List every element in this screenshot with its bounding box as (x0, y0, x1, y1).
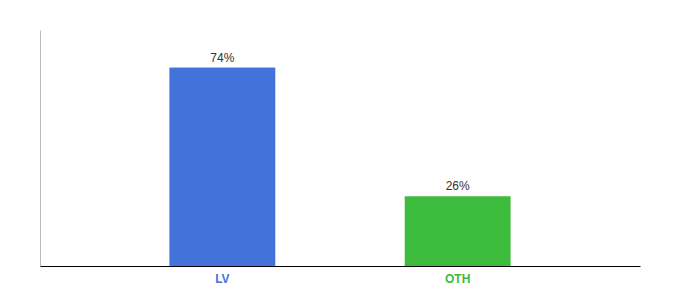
data-labels: 74% 26% (210, 51, 470, 194)
x-axis-line (41, 266, 641, 267)
x-tick-label: OTH (445, 272, 470, 286)
plot-area: LV OTH 74% 26% (41, 31, 641, 286)
x-tick: LV (215, 272, 229, 286)
data-label: 26% (446, 179, 470, 193)
x-tick-label: LV (215, 272, 229, 286)
bar (169, 68, 275, 266)
data-label: 74% (210, 51, 234, 65)
y-axis (40, 31, 41, 267)
y-axis-line (40, 31, 41, 267)
bar (405, 196, 511, 266)
x-tick: OTH (445, 272, 470, 286)
x-axis: LV OTH (41, 267, 641, 286)
bars (169, 68, 510, 266)
chart: LV OTH 74% 26% (0, 0, 680, 300)
